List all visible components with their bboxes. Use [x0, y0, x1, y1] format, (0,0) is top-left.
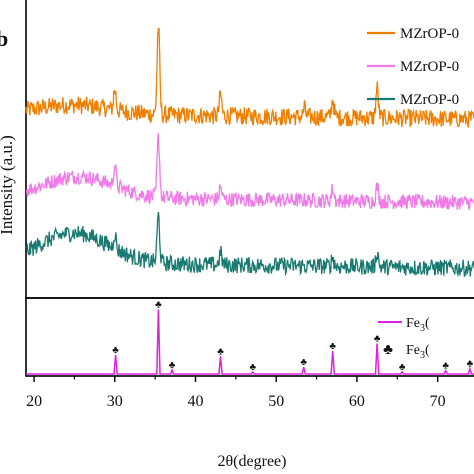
x-axis-label: 2θ(degree) — [218, 453, 287, 470]
peak-marker-6: ♣ — [300, 357, 307, 368]
peak-marker-11: ♣ — [467, 359, 474, 370]
x-tick-label-60: 60 — [349, 393, 365, 410]
legend-marker-label: Fe3( — [406, 343, 430, 361]
series-line-2 — [25, 133, 474, 211]
legend-label-1: MZrOP-0 — [400, 26, 459, 42]
peak-marker-5: ♣ — [250, 362, 257, 373]
bottom-legend: Fe3( ♣ Fe3( — [378, 316, 430, 361]
bottom-panel-frame — [25, 297, 474, 377]
x-tick-label-30: 30 — [107, 393, 123, 410]
peak-marker-4: ♣ — [217, 346, 224, 357]
legend-line-label: Fe3( — [406, 316, 430, 334]
top-panel-frame — [25, 0, 474, 299]
top-series-group — [25, 27, 474, 278]
peak-marker-9: ♣ — [399, 362, 406, 373]
series-line-3 — [25, 211, 474, 278]
peak-marker-2: ♣ — [155, 299, 162, 310]
peak-marker-8: ♣ — [374, 333, 381, 344]
x-tick-label-50: 50 — [268, 393, 284, 410]
x-axis: 20 30 40 50 60 70 — [26, 376, 446, 410]
series-line-1 — [25, 27, 474, 128]
x-tick-label-40: 40 — [188, 393, 204, 410]
x-tick-label-20: 20 — [26, 393, 42, 410]
legend-marker-symbol: ♣ — [383, 342, 393, 358]
peak-marker-10: ♣ — [442, 361, 449, 372]
x-tick-label-70: 70 — [430, 393, 446, 410]
legend-label-2: MZrOP-0 — [400, 59, 459, 75]
peak-marker-7: ♣ — [329, 341, 336, 352]
y-axis-label: Intensity (a.u.) — [0, 135, 16, 235]
reference-pattern-group: ♣♣♣♣♣ ♣♣♣♣ ♣ ♣ — [26, 299, 474, 375]
panel-letter: b — [0, 26, 8, 51]
legend-label-3: MZrOP-0 — [400, 92, 459, 108]
reference-pattern-line — [26, 309, 474, 375]
top-legend: MZrOP-0 MZrOP-0 MZrOP-0 — [367, 26, 459, 108]
peak-marker-1: ♣ — [112, 345, 119, 356]
peak-marker-3: ♣ — [169, 360, 176, 371]
